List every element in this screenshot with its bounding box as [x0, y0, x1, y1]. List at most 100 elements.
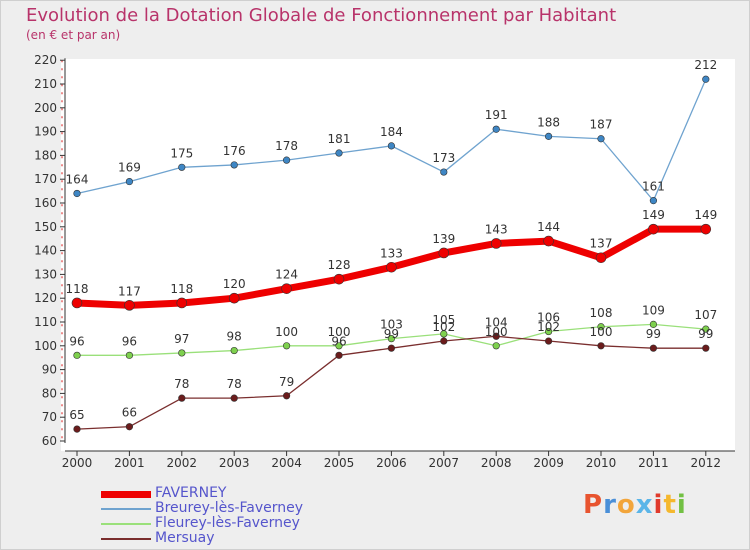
data-label: 100	[485, 325, 508, 339]
x-tick-label: 2011	[638, 456, 669, 470]
data-label: 100	[275, 325, 298, 339]
chart-subtitle: (en € et par an)	[26, 28, 121, 42]
data-label: 144	[537, 220, 560, 234]
data-point	[649, 197, 658, 205]
data-label: 139	[432, 232, 455, 246]
x-tick-label: 2009	[533, 456, 564, 470]
data-label: 175	[170, 146, 193, 160]
plot-area	[61, 59, 735, 451]
data-point	[648, 223, 659, 235]
logo-letter: P	[583, 490, 604, 520]
data-point	[228, 292, 240, 304]
data-label: 212	[694, 58, 717, 72]
data-point	[387, 142, 396, 150]
data-label: 133	[380, 246, 403, 260]
data-label: 78	[227, 377, 242, 391]
data-label: 100	[590, 325, 613, 339]
data-point	[702, 75, 710, 83]
data-label: 107	[694, 308, 717, 322]
data-label: 109	[642, 303, 665, 317]
data-label: 96	[331, 334, 346, 348]
y-tick-label: 200	[34, 101, 57, 115]
chart-title: Evolution de la Dotation Globale de Fonc…	[26, 5, 617, 26]
data-point	[597, 323, 605, 331]
data-label: 187	[590, 118, 613, 132]
data-point	[492, 332, 500, 340]
y-tick-label: 210	[34, 77, 57, 91]
data-label: 118	[66, 282, 89, 296]
data-point	[333, 273, 345, 285]
data-point	[125, 177, 133, 186]
data-point	[490, 238, 502, 249]
proxiti-logo: Proxiti	[583, 490, 687, 520]
data-label: 100	[328, 325, 351, 339]
data-label: 99	[384, 327, 399, 341]
data-point	[597, 135, 605, 143]
data-point	[544, 337, 553, 345]
data-point	[702, 344, 710, 352]
y-tick-label: 80	[42, 386, 57, 400]
y-tick-label: 190	[34, 125, 57, 139]
data-label: 97	[174, 332, 189, 346]
data-label: 120	[223, 277, 246, 291]
data-point	[178, 394, 186, 402]
data-label: 181	[328, 132, 351, 146]
data-point	[230, 161, 238, 169]
y-tick-label: 70	[42, 410, 57, 424]
data-point	[702, 325, 710, 333]
data-label: 99	[698, 327, 713, 341]
data-label: 108	[590, 306, 613, 320]
legend-label: FAVERNEY	[155, 485, 227, 501]
data-point	[176, 297, 188, 309]
x-tick-label: 2004	[271, 456, 302, 470]
data-point	[71, 297, 83, 309]
legend-swatch	[101, 508, 151, 510]
data-point	[178, 349, 186, 357]
y-tick-label: 60	[42, 434, 57, 448]
data-label: 191	[485, 108, 508, 122]
data-label: 178	[275, 139, 298, 153]
data-label: 98	[227, 330, 242, 344]
data-point	[700, 223, 712, 235]
y-tick-label: 130	[34, 267, 57, 281]
legend-label: Mersuay	[155, 530, 215, 546]
data-point	[335, 342, 343, 350]
data-label: 96	[122, 334, 137, 348]
data-point	[544, 132, 553, 140]
data-label: 117	[118, 284, 141, 298]
data-point	[440, 337, 448, 345]
data-point	[124, 300, 135, 311]
data-point	[283, 156, 291, 164]
y-tick-label: 170	[34, 172, 57, 186]
data-label: 149	[642, 208, 665, 222]
legend-swatch	[101, 490, 151, 498]
x-tick-label: 2003	[219, 456, 250, 470]
data-label: 106	[537, 311, 560, 325]
data-point	[125, 423, 133, 431]
data-label: 124	[275, 268, 298, 282]
data-point	[438, 247, 450, 259]
data-point	[335, 149, 343, 157]
data-point	[595, 252, 607, 264]
data-label: 105	[432, 313, 455, 327]
data-label: 99	[646, 327, 661, 341]
data-point	[283, 342, 291, 350]
data-label: 137	[590, 237, 613, 251]
y-tick-label: 110	[34, 315, 57, 329]
data-label: 96	[69, 334, 84, 348]
data-point	[386, 261, 397, 273]
data-label: 161	[642, 180, 665, 194]
data-point	[73, 189, 81, 198]
data-label: 128	[328, 258, 351, 272]
data-point	[73, 425, 81, 433]
legend-label: Breurey-lès-Faverney	[155, 500, 304, 516]
legend-label: Fleurey-lès-Faverney	[155, 515, 300, 531]
data-point	[543, 235, 554, 247]
data-point	[230, 346, 238, 355]
data-label: 169	[118, 161, 141, 175]
data-label: 78	[174, 377, 189, 391]
data-point	[387, 344, 396, 352]
x-tick-label: 2008	[481, 456, 512, 470]
data-label: 103	[380, 318, 403, 332]
